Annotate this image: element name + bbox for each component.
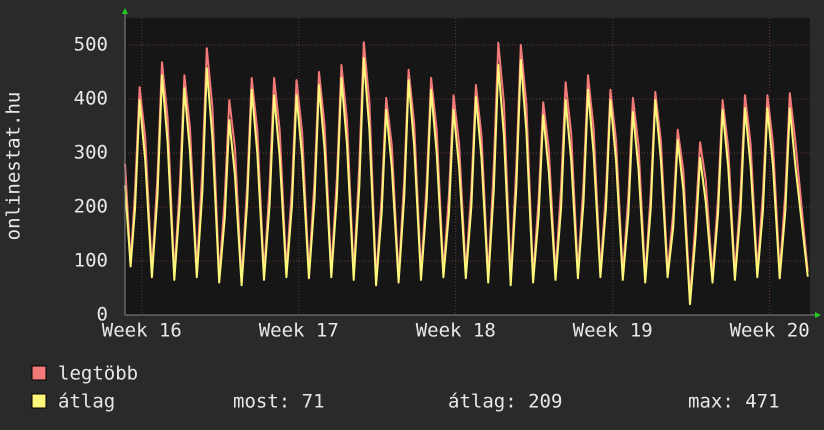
y-tick-label: 400 (74, 88, 108, 110)
stat-label: most: 71 (233, 391, 325, 413)
y-tick-label: 500 (74, 34, 108, 56)
y-tick-label: 100 (74, 250, 108, 272)
legend-label: átlag (58, 391, 115, 413)
y-arrow (122, 8, 128, 14)
x-tick-label: Week 19 (573, 320, 653, 342)
lines (124, 41, 809, 306)
y-tick-label: 0 (97, 304, 108, 326)
x-arrow (815, 312, 821, 318)
legend-swatch (31, 365, 47, 381)
stat-label: max: 471 (688, 391, 780, 413)
x-tick-label: Week 16 (102, 320, 182, 342)
legend: legtöbb átlag most: 71 átlag: 209 max: 471 (31, 363, 780, 413)
legend-label: legtöbb (58, 363, 138, 385)
y-tick-label: 200 (74, 196, 108, 218)
x-tick-label: Week 18 (416, 320, 496, 342)
y-tick-label: 300 (74, 142, 108, 164)
stat-label: átlag: 209 (448, 391, 562, 413)
x-tick-label: Week 17 (259, 320, 339, 342)
legend-swatch (31, 393, 47, 409)
y-axis-label: onlinestat.hu (3, 92, 25, 241)
x-tick-label: Week 20 (730, 320, 810, 342)
series-line (124, 57, 809, 306)
